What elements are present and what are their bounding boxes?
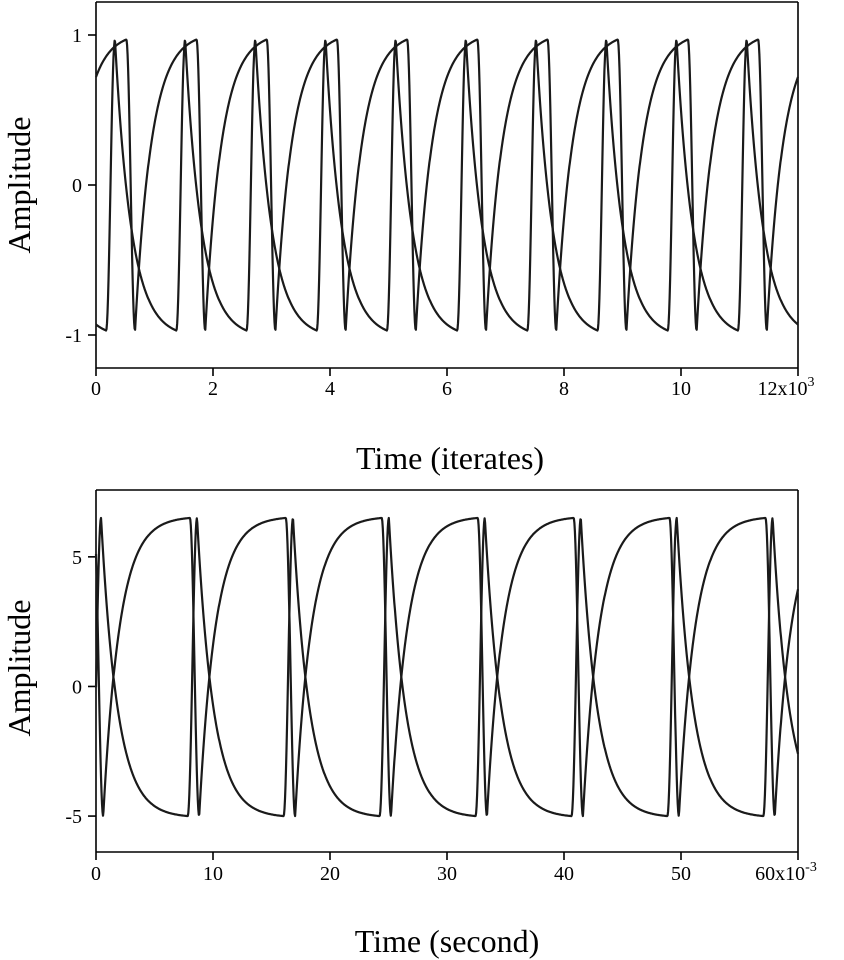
y-tick-label: 0: [72, 175, 82, 197]
bottom-ticks: 0 10 20 30 40 50 60x10-350-5: [65, 547, 817, 885]
top-x-axis-label: Time (iterates): [356, 440, 544, 476]
x-tick-label: 6: [442, 378, 452, 400]
bottom-chart: 0 10 20 30 40 50 60x10-350-5 Time (second) Amp…: [1, 489, 817, 959]
top-traces: [94, 38, 800, 332]
x-tick-label: 10: [671, 378, 691, 400]
bottom-x-axis-label: Time (second): [355, 923, 540, 959]
top-y-axis-label: Amplitude: [1, 117, 37, 254]
bottom-y-axis-label: Amplitude: [1, 600, 37, 737]
x-tick-label: 2: [208, 378, 218, 400]
x-tick-label: 0: [91, 863, 101, 885]
series-line-2: [95, 39, 799, 332]
x-tick-label: 4: [325, 378, 335, 400]
bottom-traces: [94, 516, 800, 818]
x-tick-label: 12x103: [758, 375, 815, 400]
y-tick-label: -1: [65, 325, 82, 347]
x-tick-label: 10: [203, 863, 223, 885]
y-tick-label: 5: [72, 547, 82, 569]
x-tick-label: 40: [554, 863, 574, 885]
x-tick-label: 30: [437, 863, 457, 885]
x-tick-label: 8: [559, 378, 569, 400]
series-line-2: [94, 516, 800, 818]
x-tick-label: 20: [320, 863, 340, 885]
x-tick-label: 50: [671, 863, 691, 885]
series-line-1: [94, 38, 800, 331]
y-tick-label: 1: [72, 25, 82, 47]
y-tick-label: 0: [72, 676, 82, 698]
x-tick-label: 60x10-3: [755, 860, 817, 885]
series-line-1: [94, 516, 800, 818]
y-tick-label: -5: [65, 806, 82, 828]
x-tick-label: 0: [91, 378, 101, 400]
